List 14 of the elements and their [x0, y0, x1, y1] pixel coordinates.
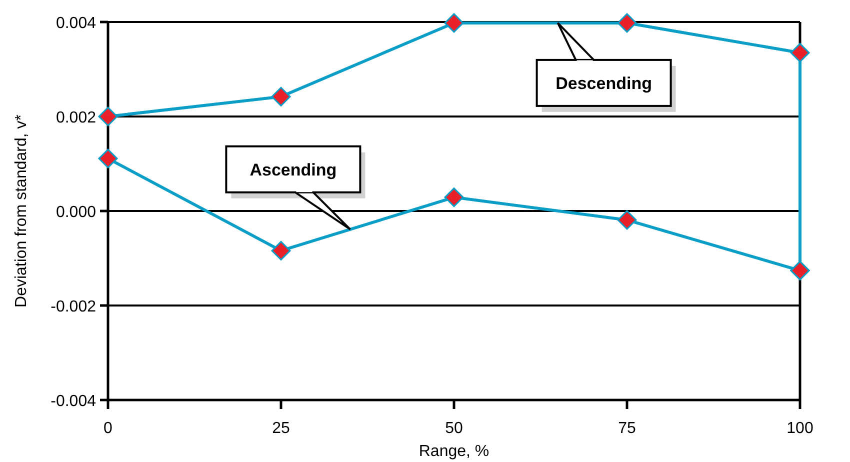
x-tick-label: 25 — [272, 420, 290, 437]
x-tick-label: 0 — [104, 420, 113, 437]
y-tick-label: -0.002 — [50, 298, 96, 316]
text: Ascending — [250, 160, 337, 180]
y-tick-label: -0.004 — [50, 393, 96, 410]
text: Descending — [556, 74, 652, 93]
y-tick-label: 0.002 — [56, 110, 96, 126]
y-tick-label: 0.000 — [56, 204, 96, 221]
x-tick-label: 75 — [618, 420, 636, 437]
y-tick-label: 0.004 — [56, 15, 96, 32]
x-tick-label: 100 — [786, 420, 814, 437]
y-axis-title: Deviation from standard, v* — [13, 114, 30, 308]
x-tick-label: 50 — [445, 420, 463, 437]
x-axis-title: Range, % — [418, 443, 490, 460]
